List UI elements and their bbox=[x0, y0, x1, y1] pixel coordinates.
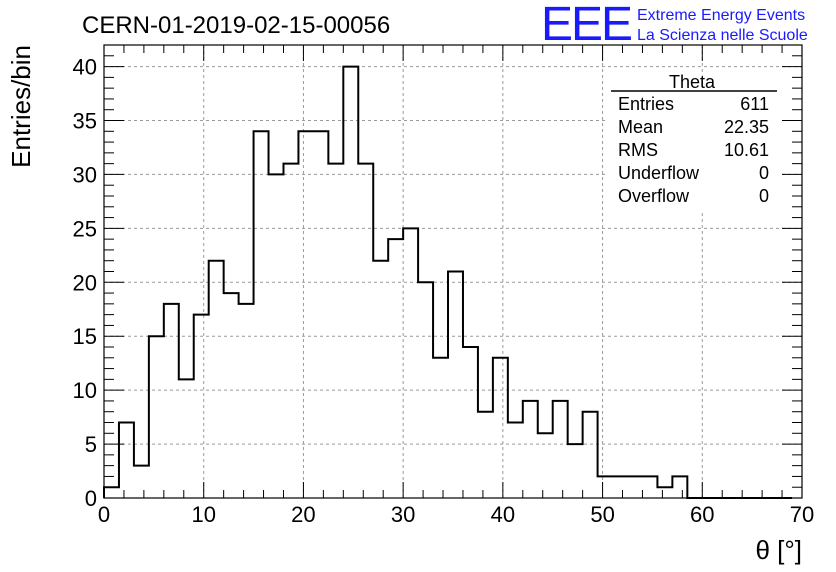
y-tick-label: 15 bbox=[73, 324, 97, 349]
histogram-bin bbox=[672, 476, 687, 498]
histogram-bin bbox=[598, 476, 613, 498]
stats-row-label: Entries bbox=[618, 94, 674, 114]
chart-title: CERN-01-2019-02-15-00056 bbox=[82, 12, 390, 39]
logo-line-1: Extreme Energy Events bbox=[637, 7, 805, 24]
histogram-bin bbox=[642, 476, 657, 498]
histogram-bin bbox=[373, 261, 388, 498]
y-tick-label: 10 bbox=[73, 378, 97, 403]
histogram-bin bbox=[224, 293, 239, 498]
stats-row-label: Overflow bbox=[618, 186, 690, 206]
histogram-bin bbox=[104, 487, 119, 498]
logo-mark: EEE bbox=[541, 0, 631, 51]
x-tick-label: 0 bbox=[98, 502, 110, 527]
histogram-bin bbox=[149, 336, 164, 498]
stats-row-label: RMS bbox=[618, 140, 658, 160]
x-tick-label: 70 bbox=[790, 502, 814, 527]
histogram-bin bbox=[328, 164, 343, 498]
y-tick-label: 20 bbox=[73, 270, 97, 295]
histogram-bin bbox=[194, 315, 209, 498]
logo: EEE Extreme Energy Events La Scienza nel… bbox=[541, 0, 808, 51]
histogram-bin bbox=[448, 272, 463, 499]
histogram-bin bbox=[613, 476, 628, 498]
x-tick-label: 60 bbox=[690, 502, 714, 527]
stats-row-label: Underflow bbox=[618, 163, 700, 183]
y-tick-label: 35 bbox=[73, 109, 97, 134]
x-axis-title: θ [°] bbox=[755, 535, 802, 565]
histogram-bin bbox=[313, 131, 328, 498]
stats-row-value: 22.35 bbox=[724, 117, 769, 137]
y-tick-label: 40 bbox=[73, 55, 97, 80]
histogram-bin bbox=[403, 228, 418, 498]
y-tick-label: 25 bbox=[73, 216, 97, 241]
y-tick-label: 30 bbox=[73, 162, 97, 187]
histogram-bin bbox=[298, 131, 313, 498]
x-tick-label: 50 bbox=[590, 502, 614, 527]
histogram-bin bbox=[164, 304, 179, 498]
x-tick-label: 20 bbox=[291, 502, 315, 527]
histogram-bin bbox=[568, 444, 583, 498]
stats-row-value: 0 bbox=[759, 163, 769, 183]
histogram-bin bbox=[433, 358, 448, 498]
y-axis-title: Entries/bin bbox=[6, 45, 36, 168]
x-tick-label: 10 bbox=[191, 502, 215, 527]
histogram-bin bbox=[478, 412, 493, 498]
logo-line-2: La Scienza nelle Scuole bbox=[637, 27, 808, 44]
histogram-bin bbox=[239, 304, 254, 498]
stats-row-label: Mean bbox=[618, 117, 663, 137]
histogram-bin bbox=[209, 261, 224, 498]
histogram-bin bbox=[508, 423, 523, 499]
histogram-bin bbox=[657, 487, 672, 498]
histogram-bin bbox=[523, 401, 538, 498]
histogram-bin bbox=[463, 347, 478, 498]
histogram-bin bbox=[283, 164, 298, 498]
stats-row-value: 611 bbox=[740, 94, 769, 114]
histogram-series bbox=[103, 65, 793, 499]
stats-row-value: 0 bbox=[759, 186, 769, 206]
histogram-bin bbox=[553, 401, 568, 498]
histogram-bin bbox=[343, 67, 358, 498]
histogram-bin bbox=[628, 476, 643, 498]
histogram-bin bbox=[493, 358, 508, 498]
histogram-bin bbox=[179, 379, 194, 498]
histogram-bin bbox=[119, 423, 134, 499]
y-tick-labels: 0 5 10 15 20 25 30 35 40 bbox=[73, 55, 97, 511]
histogram-outline bbox=[103, 65, 793, 499]
stats-box-background bbox=[608, 72, 780, 212]
histogram-bin bbox=[583, 412, 598, 498]
stats-box-title: Theta bbox=[669, 72, 716, 92]
histogram-bin bbox=[418, 282, 433, 498]
histogram-bin bbox=[134, 466, 149, 498]
axis-ticks bbox=[103, 44, 803, 499]
histogram-bin bbox=[358, 164, 373, 498]
histogram-bin bbox=[269, 174, 284, 498]
x-tick-labels: 0 10 20 30 40 50 60 70 bbox=[98, 502, 814, 527]
x-tick-label: 40 bbox=[491, 502, 515, 527]
histogram-bin bbox=[254, 131, 269, 498]
stats-row-value: 10.61 bbox=[724, 140, 769, 160]
stats-box: Theta Entries 611 Mean 22.35 RMS 10.61 Underfl… bbox=[608, 72, 780, 212]
y-tick-label: 5 bbox=[85, 432, 97, 457]
y-tick-label: 0 bbox=[85, 486, 97, 511]
x-tick-label: 30 bbox=[391, 502, 415, 527]
histogram-bin bbox=[388, 239, 403, 498]
grid bbox=[104, 45, 802, 498]
histogram-bin bbox=[538, 433, 553, 498]
